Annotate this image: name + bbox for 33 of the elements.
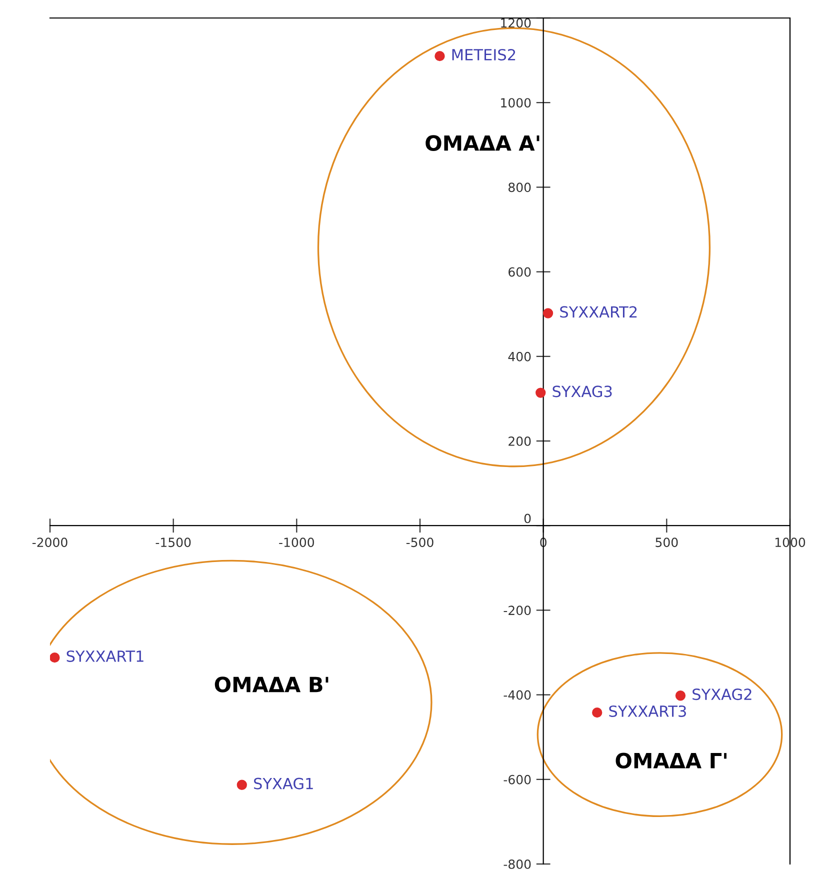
data-label: SYXXART3: [609, 705, 686, 717]
y-tick-label: -600: [504, 774, 531, 784]
point: [50, 652, 60, 663]
point: [434, 50, 445, 62]
data-label: SYXAG1: [254, 778, 313, 790]
y-tick-label: 400: [508, 352, 531, 362]
y-tick-label: 800: [508, 182, 531, 192]
x-tick-label: -500: [406, 538, 434, 548]
x-tick-label: -1000: [279, 538, 314, 548]
annotation: ΟΜΑΔΑ Γ': [616, 752, 726, 769]
data-label: SYXAG2: [692, 688, 752, 700]
x-tick-label: 500: [656, 538, 678, 548]
y-tick-label: -400: [504, 690, 531, 700]
data-label: SYXAG3: [552, 386, 612, 398]
y-tick-label: 200: [508, 436, 531, 446]
y-tick-label: 0: [524, 514, 531, 524]
point: [592, 707, 602, 718]
x-tick-label: -2000: [32, 538, 68, 548]
point: [675, 690, 686, 701]
point: [542, 308, 554, 318]
data-label: SYXXART1: [66, 650, 144, 662]
y-tick-label: 600: [508, 267, 531, 277]
point: [236, 780, 247, 790]
point: [536, 388, 546, 398]
y-tick-label: -200: [504, 606, 531, 616]
data-label: METEIS2: [452, 48, 516, 61]
data-label: SYXXART2: [560, 306, 637, 318]
y-tick-label: -800: [504, 859, 531, 869]
y-tick-label: 1200: [501, 18, 531, 28]
annotation: ΟΜΑΔΑ Α': [426, 135, 540, 151]
annotation: ΟΜΑΔΑ Β': [214, 676, 328, 692]
y-tick-label: 1000: [501, 98, 531, 108]
x-tick-label: -1500: [156, 538, 191, 548]
